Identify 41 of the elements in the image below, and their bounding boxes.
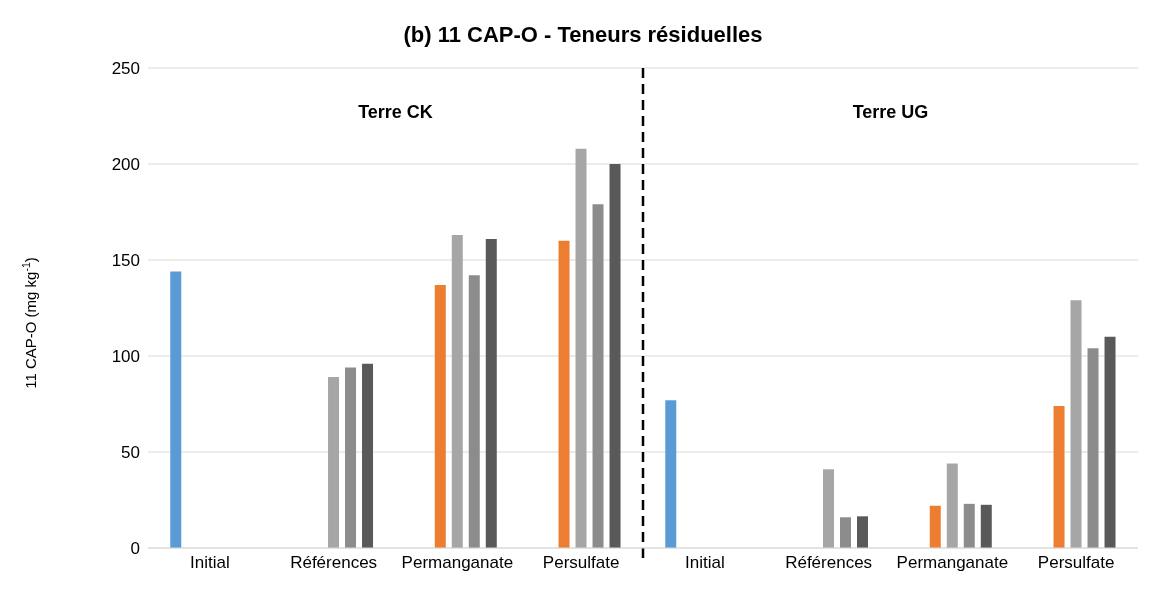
y-tick-label: 200 xyxy=(111,155,140,175)
bar xyxy=(1104,336,1116,548)
x-tick-label: Persulfate xyxy=(542,553,620,573)
y-tick-label: 100 xyxy=(111,347,140,367)
bar xyxy=(1053,405,1065,548)
x-tick-label: Persulfate xyxy=(1037,553,1115,573)
y-tick-label: 0 xyxy=(130,539,140,559)
bar xyxy=(485,238,497,548)
x-tick-label: Initial xyxy=(685,553,725,573)
bar xyxy=(1087,348,1099,548)
chart-title: (b) 11 CAP-O - Teneurs résiduelles xyxy=(403,22,763,47)
y-tick-label: 250 xyxy=(111,59,140,79)
bar xyxy=(857,516,869,548)
x-tick-label: Références xyxy=(290,553,378,573)
x-tick-label: Permanganate xyxy=(401,553,514,573)
bar xyxy=(929,505,941,548)
bar xyxy=(468,275,480,548)
annotation: Terre UG xyxy=(852,102,929,122)
bar xyxy=(963,503,975,548)
x-tick-label: Références xyxy=(785,553,873,573)
bar xyxy=(980,504,992,548)
bar xyxy=(328,377,340,548)
x-tick-label: Initial xyxy=(190,553,230,573)
bar xyxy=(665,400,677,548)
bar xyxy=(592,204,604,548)
bar xyxy=(609,164,621,548)
y-tick-label: 150 xyxy=(111,251,140,271)
bar xyxy=(451,235,463,548)
bar xyxy=(840,517,852,548)
bar xyxy=(170,271,182,548)
bar xyxy=(946,463,958,548)
bar xyxy=(362,363,374,548)
bar xyxy=(823,469,835,548)
bar xyxy=(434,284,446,548)
bar xyxy=(575,148,587,548)
bar xyxy=(345,367,357,548)
y-tick-label: 50 xyxy=(121,443,140,463)
bar xyxy=(1070,300,1082,548)
bar xyxy=(558,240,570,548)
x-tick-label: Permanganate xyxy=(896,553,1009,573)
annotation: Terre CK xyxy=(358,102,433,122)
